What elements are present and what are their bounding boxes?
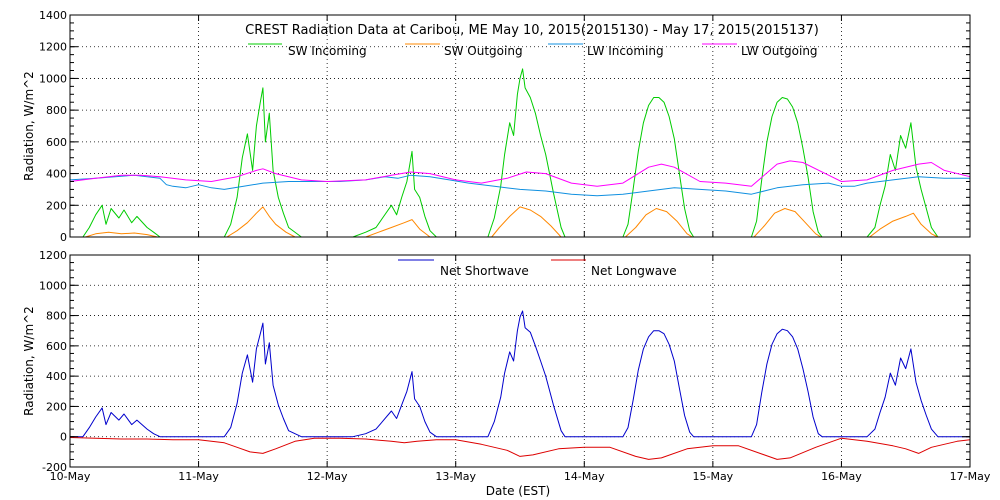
panel-bottom: -200 0 200 400 600 800 1000 1200 10-May 11-May 12… (22, 249, 991, 498)
y-tick-label: 200 (46, 199, 67, 212)
x-axis-title: Date (EST) (486, 484, 550, 498)
legend-label-sw-incoming: SW Incoming (288, 44, 367, 58)
legend-bottom: Net Shortwave Net Longwave (398, 259, 677, 278)
chart-title: CREST Radiation Data at Caribou, ME May … (245, 23, 819, 38)
y-tick-label: 0 (60, 231, 67, 244)
y-tick-label: 200 (46, 400, 67, 413)
y-tick-label: 1000 (39, 279, 67, 292)
grid-top (70, 15, 970, 237)
grid-bottom (70, 255, 970, 467)
y-tick-label: 400 (46, 168, 67, 181)
series-line-lw-outgoing (69, 160, 971, 187)
ticks-bottom (69, 254, 971, 468)
legend-label-net-shortwave: Net Shortwave (440, 264, 529, 278)
y-tick-labels-bottom: -200 0 200 400 600 800 1000 1200 (39, 249, 67, 474)
y-tick-label: 1000 (39, 72, 67, 85)
panel-top: 0 200 400 600 800 1000 1200 1400 CREST Radiatio… (22, 9, 971, 244)
x-tick-label: 13-May (435, 470, 476, 483)
x-tick-label: 12-May (307, 470, 348, 483)
y-tick-label: 1400 (39, 9, 67, 22)
series-line-sw-incoming (70, 68, 970, 238)
ticks-top (69, 14, 971, 238)
legend-label-lw-outgoing: LW Outgoing (741, 44, 818, 58)
x-tick-label: 14-May (564, 470, 605, 483)
x-tick-label: 16-May (821, 470, 862, 483)
y-tick-label: -200 (42, 461, 67, 474)
legend-label-lw-incoming: LW Incoming (587, 44, 664, 58)
y-axis-title-top: Radiation, W/m^2 (22, 71, 36, 181)
y-tick-label: 600 (46, 136, 67, 149)
legend-top: SW Incoming SW Outgoing LW Incoming LW O… (248, 43, 818, 58)
legend-label-net-longwave: Net Longwave (591, 264, 677, 278)
y-tick-label: 0 (60, 431, 67, 444)
y-axis-title-bottom: Radiation, W/m^2 (22, 306, 36, 416)
series-line-net-longwave (69, 437, 971, 460)
series-line-net-shortwave (70, 310, 970, 438)
x-tick-label: 10-May (50, 470, 91, 483)
y-tick-label: 600 (46, 340, 67, 353)
y-tick-label: 1200 (39, 249, 67, 262)
series-line-lw-incoming (69, 174, 970, 197)
series-line-sw-outgoing (70, 206, 970, 238)
x-tick-label: 15-May (692, 470, 733, 483)
y-tick-label: 800 (46, 104, 67, 117)
x-tick-label: 11-May (178, 470, 219, 483)
plot-frame-bottom (69, 254, 971, 468)
y-tick-label: 400 (46, 370, 67, 383)
x-tick-label: 17-May (950, 470, 991, 483)
x-tick-labels: 10-May 11-May 12-May 13-May 14-May 15-May 16-M… (50, 470, 991, 483)
series-bottom (69, 310, 971, 460)
series-top (69, 68, 971, 238)
y-tick-labels-top: 0 200 400 600 800 1000 1200 1400 (39, 9, 67, 244)
y-tick-label: 800 (46, 310, 67, 323)
y-tick-label: 1200 (39, 41, 67, 54)
legend-label-sw-outgoing: SW Outgoing (444, 44, 523, 58)
